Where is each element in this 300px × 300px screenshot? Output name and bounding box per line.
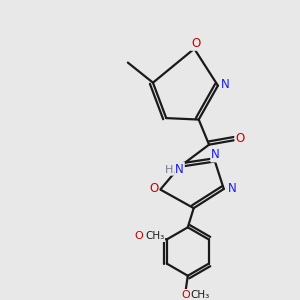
Text: N: N bbox=[211, 148, 220, 161]
Text: O: O bbox=[149, 182, 158, 195]
Text: CH₃: CH₃ bbox=[191, 290, 210, 300]
Text: CH₃: CH₃ bbox=[145, 232, 164, 242]
Text: N: N bbox=[228, 182, 236, 195]
Text: O: O bbox=[181, 290, 190, 300]
Text: O: O bbox=[236, 132, 245, 145]
Text: O: O bbox=[134, 232, 143, 242]
Text: O: O bbox=[191, 37, 200, 50]
Text: N: N bbox=[175, 163, 184, 176]
Text: N: N bbox=[221, 78, 230, 91]
Text: H: H bbox=[165, 165, 173, 175]
